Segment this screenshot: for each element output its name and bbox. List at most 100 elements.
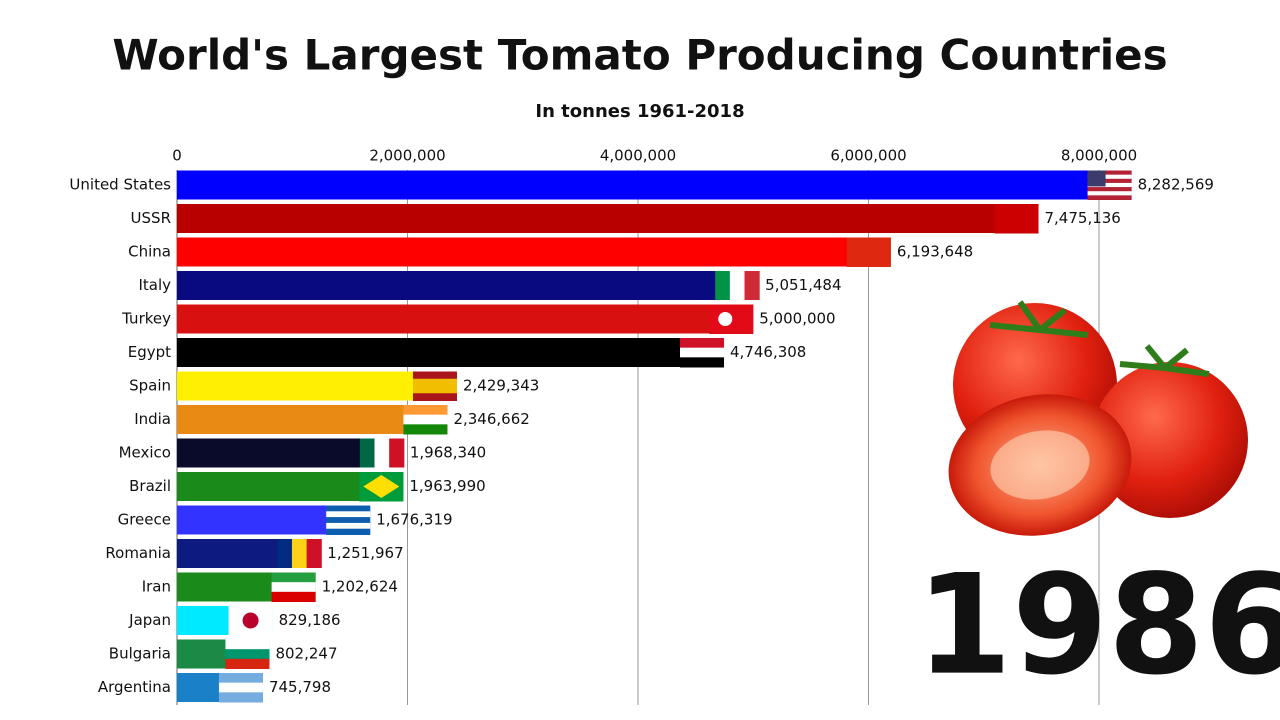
chart-subtitle: In tonnes 1961-2018	[535, 101, 744, 122]
flag-stripe	[1087, 191, 1132, 196]
flag	[359, 472, 404, 502]
flag	[271, 572, 316, 602]
flag	[218, 673, 263, 703]
value-label: 1,963,990	[409, 477, 485, 495]
x-tick-label: 6,000,000	[830, 147, 906, 165]
tomato-illustration	[948, 300, 1248, 536]
y-tick-label: Spain	[129, 377, 171, 395]
flag	[680, 338, 725, 368]
year-label: 1986	[916, 545, 1280, 706]
flag-stripe	[680, 338, 725, 349]
y-tick-label: Turkey	[121, 310, 171, 328]
flag-stripe	[1087, 182, 1132, 188]
y-tick-label: USSR	[131, 209, 171, 227]
flag-stripe	[412, 386, 457, 394]
flag-stripe	[715, 271, 731, 300]
bar	[177, 371, 457, 401]
flag	[994, 204, 1039, 234]
x-tick-label: 4,000,000	[600, 147, 676, 165]
value-label: 5,000,000	[759, 310, 835, 328]
x-tick-label: 2,000,000	[369, 147, 445, 165]
flag-stripe	[271, 582, 316, 593]
flag-stripe	[1087, 178, 1132, 184]
flag	[225, 639, 270, 669]
flag-stripe	[218, 673, 263, 684]
value-label: 2,346,662	[453, 410, 529, 428]
y-tick-label: Brazil	[129, 477, 171, 495]
y-tick-label: Iran	[142, 578, 171, 596]
flag-stripe	[1087, 174, 1132, 180]
y-tick-label: Bulgaria	[109, 645, 171, 663]
value-label: 745,798	[269, 678, 331, 696]
flag	[403, 405, 448, 435]
flag-stripe	[1087, 170, 1132, 176]
flag-stripe	[403, 405, 448, 416]
flag-stripe	[359, 438, 376, 468]
flag-emblem	[363, 475, 400, 498]
bar	[177, 338, 725, 367]
value-label: 1,251,967	[327, 544, 403, 562]
flag-stripe	[846, 237, 891, 267]
flag-stripe	[326, 517, 371, 524]
flag	[228, 606, 273, 636]
flag	[277, 539, 322, 568]
flag-stripe	[225, 639, 270, 650]
flag-stripe	[680, 357, 725, 368]
flag-stripe	[225, 658, 270, 669]
flag-stripe	[326, 505, 371, 512]
flag-stripe	[326, 528, 371, 535]
flag-stripe	[680, 347, 725, 358]
flag-stripe	[1087, 187, 1132, 192]
y-tick-label: Italy	[138, 276, 171, 294]
bar	[177, 304, 754, 334]
flag	[1087, 170, 1132, 200]
flag-stripe	[729, 271, 746, 300]
flag-stripe	[326, 511, 371, 518]
flag	[412, 371, 457, 401]
value-label: 1,968,340	[410, 444, 486, 462]
flag-stripe	[389, 438, 405, 468]
flag-stripe	[291, 539, 308, 568]
flag	[359, 438, 405, 468]
flag-stripe	[326, 522, 371, 530]
flag-stripe	[306, 539, 322, 568]
y-tick-label: Japan	[128, 611, 171, 629]
y-tick-label: Egypt	[128, 343, 171, 361]
x-tick-label: 0	[172, 147, 182, 165]
value-label: 4,746,308	[730, 343, 806, 361]
y-tick-label: Argentina	[98, 678, 171, 696]
flag-stripe	[374, 438, 390, 468]
flag	[326, 505, 371, 535]
flag-stripe	[412, 371, 457, 380]
x-tick-label: 8,000,000	[1061, 147, 1137, 165]
bar	[177, 204, 1039, 233]
y-tick-label: Greece	[118, 511, 171, 529]
flag-stripe	[218, 682, 263, 693]
bar	[177, 405, 448, 434]
flag-stripe	[271, 572, 316, 583]
flag-stripe	[403, 414, 448, 425]
flag-stripe	[744, 271, 760, 300]
flag-stripe	[218, 692, 263, 703]
value-label: 1,202,624	[322, 578, 398, 596]
flag-stripe	[412, 378, 457, 387]
chart-title: World's Largest Tomato Producing Countri…	[112, 31, 1167, 80]
y-tick-label: China	[128, 243, 171, 261]
flag	[709, 304, 754, 334]
value-label: 5,051,484	[765, 276, 841, 294]
flag-stripe	[277, 539, 293, 568]
flag-stripe	[1087, 195, 1132, 200]
value-label: 6,193,648	[897, 243, 973, 261]
y-tick-label: Mexico	[119, 444, 171, 462]
bar	[177, 237, 891, 267]
flag-stripe	[412, 393, 457, 401]
value-label: 2,429,343	[463, 377, 539, 395]
value-label: 802,247	[275, 645, 337, 663]
flag-canton	[1087, 170, 1106, 187]
y-tick-label: United States	[69, 176, 171, 194]
flag-stripe	[994, 204, 1039, 234]
flag-stripe	[403, 424, 448, 435]
flag-stripe	[225, 649, 270, 660]
value-label: 8,282,569	[1138, 176, 1214, 194]
y-tick-label: Romania	[105, 544, 171, 562]
